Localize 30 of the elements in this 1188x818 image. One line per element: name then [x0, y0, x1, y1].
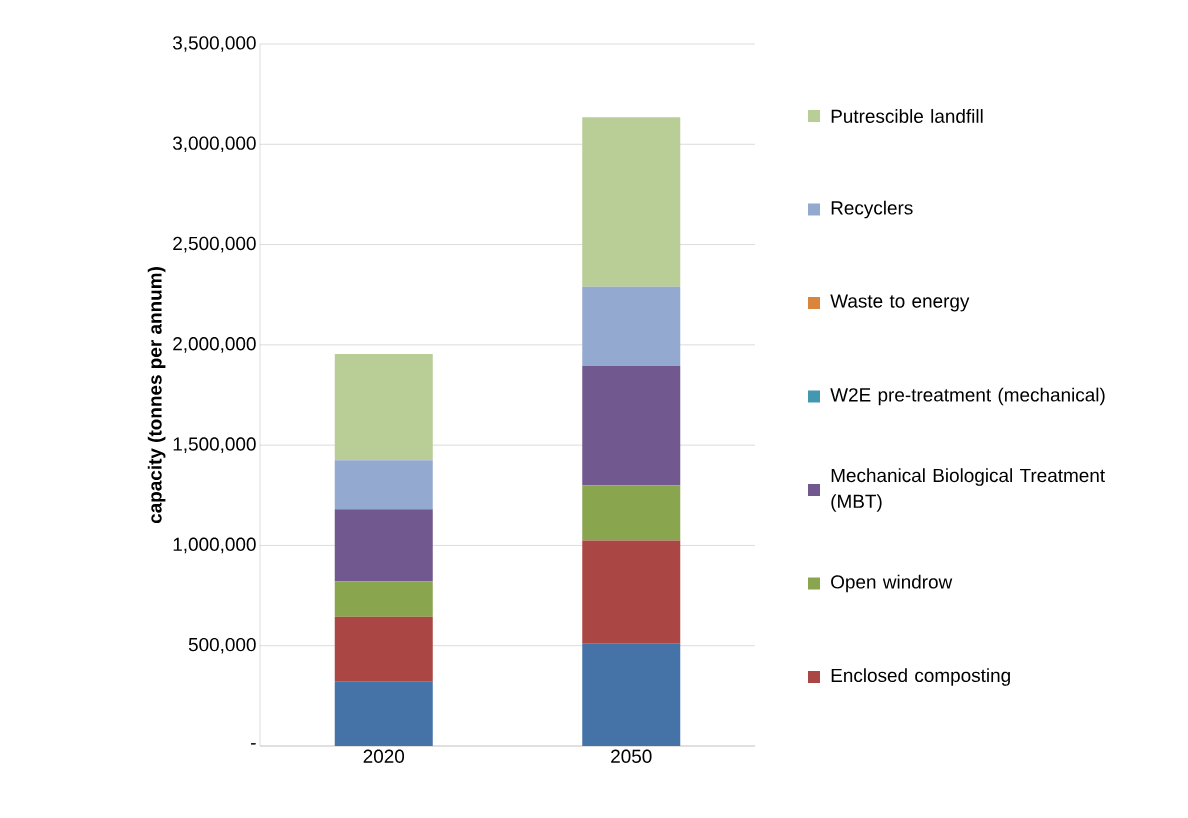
legend-label: Open windrow: [831, 574, 953, 593]
bar: [334, 581, 433, 617]
y-tick-label: 2,500,000: [173, 236, 256, 253]
legend-label: Enclosed composting: [831, 668, 1010, 686]
bar: [582, 485, 681, 541]
bar: [334, 681, 433, 746]
bar: [334, 616, 433, 682]
bar: [582, 540, 681, 644]
y-tick-label: 2,000,000: [173, 337, 256, 353]
legend-label: Recyclers: [831, 200, 913, 219]
y-axis-title: capacity (tonnes per annum): [147, 267, 166, 524]
bar: [334, 353, 433, 461]
x-tick-label: 2020: [363, 749, 405, 763]
bar: [334, 509, 433, 582]
y-tick-label: 3,500,000: [172, 36, 256, 52]
bar: [582, 643, 681, 746]
bar: [582, 117, 681, 287]
y-tick-label: 3,000,000: [172, 136, 256, 153]
legend-label: Waste to energy: [830, 294, 970, 312]
x-tick-label: 2050: [611, 749, 652, 763]
y-tick-label: 1,500,000: [173, 437, 256, 453]
legend-label: W2E pre-treatment (mechanical): [830, 387, 1105, 406]
bar: [582, 286, 681, 366]
y-tick-label: 500,000: [188, 637, 256, 654]
legend-label: Putrescible landfill: [831, 109, 983, 123]
bar: [582, 365, 681, 486]
y-tick-label: 1,000,000: [173, 537, 256, 554]
bar: [334, 460, 433, 510]
legend-label: Mechanical Biological Treatment (MBT): [831, 468, 1105, 512]
y-tick-label: -: [251, 743, 256, 745]
